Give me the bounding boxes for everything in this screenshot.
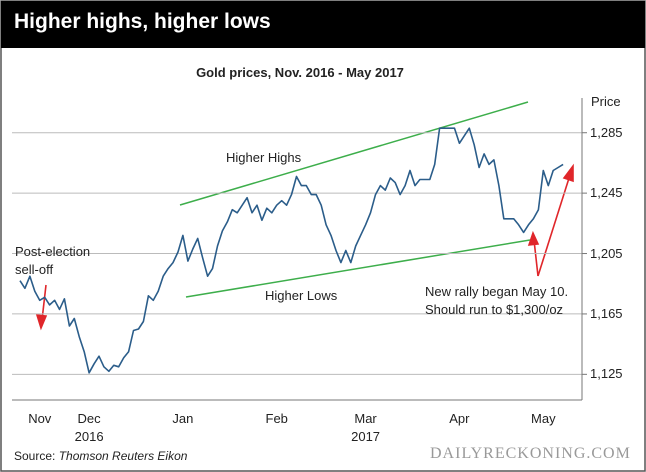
header: Higher highs, higher lows xyxy=(14,10,271,33)
watermark: DAILYRECKONING.COM xyxy=(430,445,631,462)
x-tick-label: Jan xyxy=(172,411,194,426)
annotation: Post-election sell-off xyxy=(15,244,91,277)
x-tick-label: May xyxy=(531,411,556,426)
y-tick-label: 1,205 xyxy=(590,245,623,261)
source-name: Thomson Reuters Eikon xyxy=(58,449,188,463)
y-axis-label: Price xyxy=(591,94,621,109)
price-line xyxy=(19,127,564,374)
arrows xyxy=(35,163,574,331)
source-label: Source: xyxy=(14,449,56,463)
x-tick-label: Apr xyxy=(449,411,470,426)
y-tick-label: 1,165 xyxy=(590,305,623,321)
y-tick-label: 1,245 xyxy=(590,185,623,201)
trend-low xyxy=(185,239,531,298)
x-tick-label: Nov xyxy=(28,411,52,426)
annotation: Higher Highs xyxy=(226,150,302,165)
chart-title: Gold prices, Nov. 2016 - May 2017 xyxy=(196,65,404,80)
y-tick-label: 1,125 xyxy=(590,366,623,382)
source: Source: Thomson Reuters Eikon xyxy=(14,447,187,465)
x-tick-label: Mar 2017 xyxy=(351,411,381,444)
header-bar xyxy=(1,1,645,48)
x-tick-label: Dec 2016 xyxy=(74,411,104,444)
trend-high xyxy=(179,101,529,206)
x-tick-label: Feb xyxy=(265,411,288,426)
annotation: New rally began May 10. Should run to $1… xyxy=(425,284,569,317)
annotation: Higher Lows xyxy=(265,288,338,303)
y-tick-label: 1,285 xyxy=(590,124,623,140)
